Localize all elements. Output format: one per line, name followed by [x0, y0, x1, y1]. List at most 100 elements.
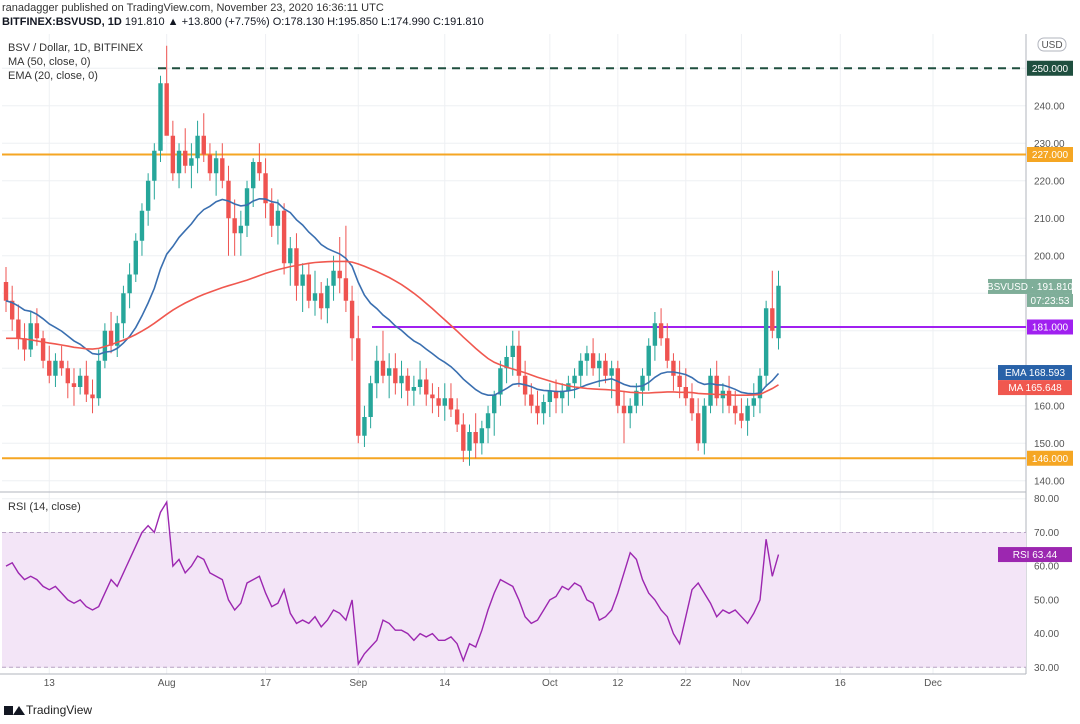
rsi-line — [5, 499, 780, 667]
candle — [590, 353, 596, 369]
candle — [183, 150, 188, 166]
tradingview-logo-icon — [4, 704, 25, 716]
candle — [553, 390, 559, 399]
candle — [627, 405, 633, 414]
candle — [28, 323, 33, 350]
candle — [331, 270, 336, 286]
candle — [560, 390, 565, 399]
time-tick-label: 12 — [612, 678, 624, 689]
candle — [164, 83, 169, 136]
candle — [417, 379, 423, 387]
price-tick-label: 210.00 — [1034, 214, 1065, 225]
ema-tag-label: EMA 168.593 — [1005, 368, 1065, 379]
candle — [411, 387, 417, 391]
price-chart[interactable]: 140.00150.00160.00170.00180.00190.00200.… — [0, 34, 1080, 700]
candle — [201, 135, 206, 155]
time-tick-label: Aug — [158, 678, 176, 689]
candle — [566, 383, 571, 391]
chart-title: BSV / Dollar, 1D, BITFINEX — [8, 42, 144, 54]
candle — [776, 285, 781, 339]
candle — [232, 218, 237, 234]
candle — [745, 405, 750, 421]
candle — [473, 432, 478, 444]
ma-line — [6, 260, 779, 397]
candle — [726, 390, 732, 406]
candle — [386, 368, 392, 376]
candle — [652, 323, 658, 346]
candle — [671, 360, 676, 376]
candle — [492, 394, 497, 414]
candle — [658, 323, 664, 339]
countdown-label: 07:23:53 — [1031, 296, 1070, 307]
candle — [714, 375, 719, 399]
candle — [504, 357, 509, 369]
candle — [269, 203, 274, 226]
currency-badge-label: USD — [1041, 40, 1062, 51]
ma-legend: MA (50, close, 0) — [8, 56, 91, 68]
ema-tag — [998, 365, 1072, 381]
candle — [53, 360, 58, 376]
candle — [454, 409, 460, 425]
candle — [90, 394, 95, 399]
candle — [251, 162, 256, 189]
ma-tag — [998, 380, 1072, 396]
time-tick-label: 16 — [835, 678, 847, 689]
candle — [448, 398, 454, 410]
candle — [739, 413, 744, 421]
candle — [516, 345, 522, 376]
candle — [529, 394, 534, 406]
rsi-tag-label: RSI 63.44 — [1013, 550, 1058, 561]
footer-brand[interactable]: TradingView — [4, 703, 92, 717]
price-tick-label: 220.00 — [1034, 176, 1065, 187]
candle — [84, 375, 89, 395]
candle — [695, 413, 701, 444]
candle — [609, 368, 614, 376]
level-tag — [1027, 450, 1073, 466]
candle — [640, 375, 645, 391]
time-tick-label: Oct — [542, 678, 558, 689]
rsi-tick-label: 30.00 — [1034, 663, 1059, 674]
candle — [677, 375, 682, 387]
price-tick-label: 150.00 — [1034, 439, 1065, 450]
publish-info: ranadagger published on TradingView.com,… — [2, 2, 384, 14]
rsi-tag — [998, 547, 1072, 563]
candle — [145, 180, 151, 211]
candle — [436, 398, 441, 406]
candle — [763, 308, 769, 376]
price-tag-label: BSVUSD · 191.810 — [987, 282, 1074, 293]
candle — [195, 135, 200, 159]
candle — [34, 323, 40, 339]
candle — [634, 390, 639, 406]
candle — [733, 405, 738, 414]
level-tag-label: 146.000 — [1032, 454, 1069, 465]
candle — [646, 345, 651, 376]
candle — [665, 338, 670, 361]
candle — [207, 154, 213, 174]
level-tag-label: 227.000 — [1032, 150, 1069, 161]
symbol-name: BITFINEX:BSVUSD, 1D — [2, 16, 122, 28]
candle — [498, 368, 503, 395]
rsi-legend: RSI (14, close) — [8, 501, 81, 513]
candle — [176, 150, 182, 174]
currency-badge[interactable] — [1037, 37, 1067, 52]
candle — [510, 345, 515, 357]
candle — [3, 282, 9, 301]
time-tick-label: Sep — [349, 678, 367, 689]
candle — [485, 413, 491, 429]
candle — [318, 293, 324, 309]
candle — [708, 375, 713, 406]
price-tick-label: 140.00 — [1034, 476, 1065, 487]
candle — [467, 432, 472, 451]
candle — [213, 158, 219, 174]
candle — [300, 274, 305, 286]
candle — [325, 285, 330, 309]
candle — [306, 274, 312, 301]
countdown-tag — [1027, 293, 1073, 307]
candle — [108, 330, 114, 346]
candle — [368, 383, 373, 417]
candle — [362, 417, 367, 436]
candle — [275, 210, 281, 226]
candle — [702, 405, 707, 444]
symbol-info: BITFINEX:BSVUSD, 1D 191.810 ▲ +13.800 (+… — [2, 16, 484, 28]
candle — [424, 379, 429, 395]
